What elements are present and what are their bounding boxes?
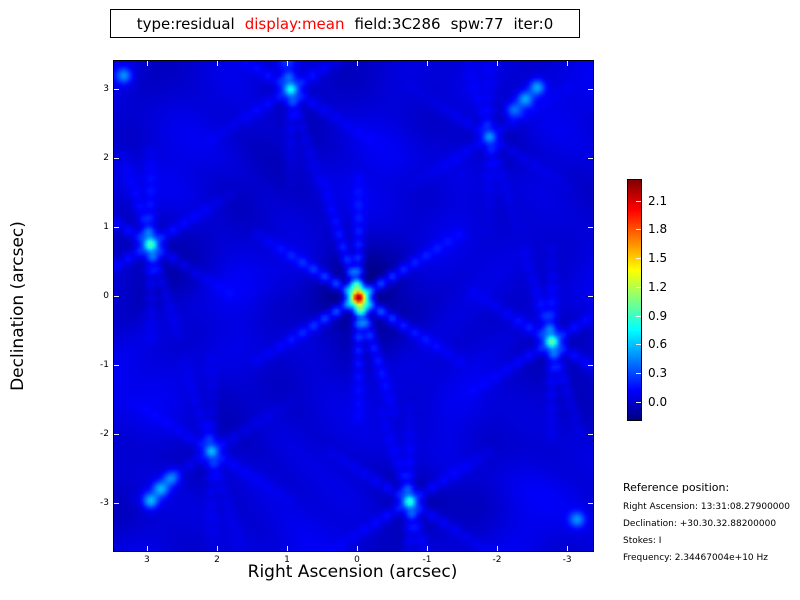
colorbar-tick-mark [636, 402, 641, 404]
colorbar-tick-label: 0.0 [648, 395, 668, 410]
title-token-field: field:3C286 [354, 14, 441, 33]
colorbar-tick-mark [636, 258, 641, 260]
x-tick-label: -1 [422, 555, 432, 565]
title-box: type:residual display:mean field:3C286 s… [110, 9, 580, 38]
colorbar-tick-mark [636, 200, 641, 202]
title-token-spw: spw:77 [450, 14, 504, 33]
colorbar-tick-label: 1.8 [648, 222, 668, 237]
y-tick-label: 0 [103, 291, 109, 301]
y-tick-label: -1 [100, 359, 109, 370]
y-tick-label: 1 [103, 222, 109, 233]
x-tick-label: 0 [354, 555, 360, 565]
colorbar-tick-label: 0.9 [648, 308, 668, 323]
reference-heading: Reference position: [623, 481, 730, 494]
tick-mark [427, 546, 429, 551]
tick-mark [114, 296, 119, 297]
tick-mark [588, 296, 593, 297]
title-token-iter: iter:0 [513, 14, 554, 33]
reference-position-block: Reference position: Right Ascension: 13:… [623, 481, 790, 570]
y-axis-label: Declination (arcsec) [8, 221, 28, 391]
tick-mark [146, 546, 148, 551]
tick-mark [497, 61, 499, 66]
title-token-display: display:mean [244, 14, 345, 33]
reference-stokes: Stokes: I [623, 536, 662, 546]
tick-mark [357, 546, 358, 551]
tick-mark [427, 61, 429, 66]
x-tick-label: -2 [492, 555, 502, 565]
tick-mark [357, 61, 358, 66]
tick-mark [216, 546, 218, 551]
colorbar-tick-mark [636, 315, 641, 317]
tick-mark [146, 61, 148, 66]
tick-mark [114, 227, 119, 229]
tick-mark [588, 89, 593, 91]
tick-mark [114, 89, 119, 91]
colorbar-tick-label: 0.6 [648, 337, 668, 352]
tick-mark [114, 158, 119, 160]
reference-dec: Declination: +30.30.32.88200000 [623, 519, 777, 529]
tick-mark [588, 364, 593, 366]
colorbar-tick-mark [636, 344, 641, 346]
tick-mark [286, 61, 288, 66]
colorbar-tick-mark [636, 286, 641, 288]
reference-ra: Right Ascension: 13:31:08.27900000 [623, 502, 790, 512]
tick-mark [588, 158, 593, 160]
tick-mark [286, 546, 288, 551]
tick-mark [114, 433, 119, 435]
colorbar-tick-mark [636, 229, 641, 231]
tick-mark [588, 502, 593, 504]
tick-mark [588, 227, 593, 229]
colorbar-tick-label: 1.2 [648, 279, 668, 294]
x-tick-label: 2 [214, 555, 220, 565]
x-tick-label: -3 [562, 555, 572, 565]
colorbar [627, 179, 642, 421]
tick-mark [588, 433, 593, 435]
tick-mark [567, 546, 569, 551]
x-tick-label: 1 [284, 555, 290, 565]
y-tick-label: -3 [100, 497, 109, 508]
tick-mark [114, 364, 119, 366]
tick-mark [216, 61, 218, 66]
y-tick-label: -2 [100, 428, 109, 439]
title-token-type: type:residual [136, 14, 235, 33]
reference-frequency: Frequency: 2.34467004e+10 Hz [623, 553, 769, 563]
x-axis-label: Right Ascension (arcsec) [247, 562, 458, 582]
colorbar-tick-label: 0.3 [648, 366, 668, 381]
x-tick-label: 3 [144, 555, 150, 565]
tick-mark [497, 546, 499, 551]
tick-mark [567, 61, 569, 66]
sky-map-canvas [114, 61, 593, 551]
colorbar-tick-label: 2.1 [648, 193, 668, 208]
colorbar-tick-label: 1.5 [648, 251, 668, 266]
y-tick-label: 3 [103, 84, 109, 95]
y-tick-label: 2 [103, 153, 109, 164]
colorbar-tick-mark [636, 373, 641, 375]
plot-area [113, 60, 594, 552]
tick-mark [114, 502, 119, 504]
